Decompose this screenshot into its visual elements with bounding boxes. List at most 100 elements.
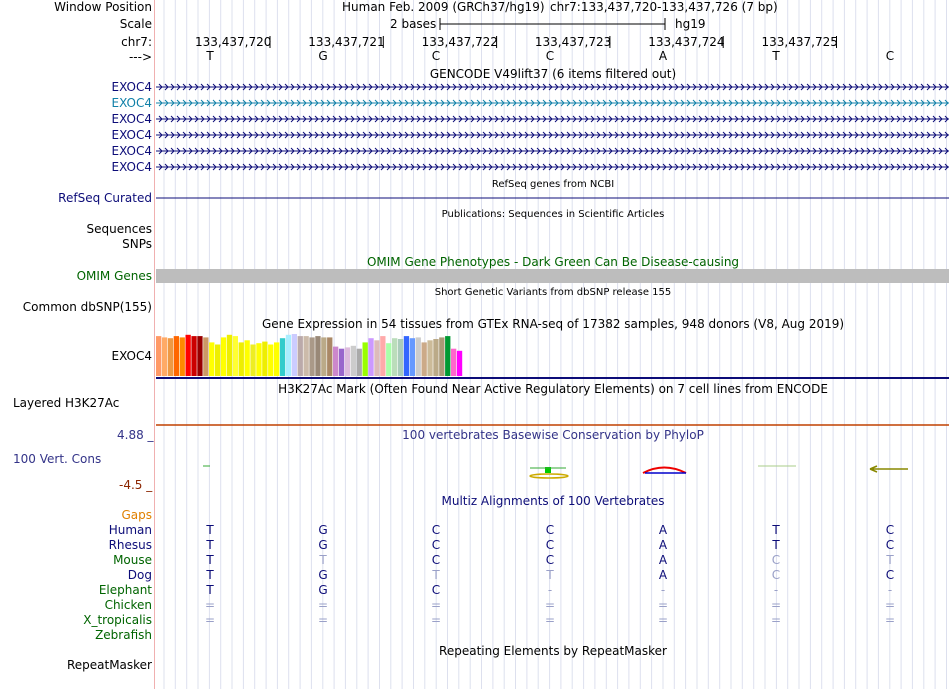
omim-label[interactable]: OMIM Genes	[76, 269, 152, 283]
base-letter: T	[206, 49, 214, 63]
strand-arrows	[158, 147, 949, 155]
repeatmasker-title[interactable]: Repeating Elements by RepeatMasker	[439, 644, 667, 658]
phylop-mark	[869, 465, 908, 473]
alignment-base: T	[206, 583, 214, 597]
snps-label[interactable]: SNPs	[122, 237, 152, 251]
base-letter: C	[885, 49, 895, 63]
gtex-bar	[356, 348, 362, 376]
gtex-bar	[392, 338, 398, 376]
gtex-bar	[421, 342, 427, 376]
gencode-item-label[interactable]: EXOC4	[111, 144, 153, 158]
species-label[interactable]: X_tropicalis	[83, 613, 152, 627]
gtex-bar	[297, 336, 303, 376]
species-label[interactable]: Human	[108, 523, 152, 537]
gtex-title[interactable]: Gene Expression in 54 tissues from GTEx …	[261, 317, 845, 331]
strand-arrows	[158, 131, 949, 139]
dbsnp-title[interactable]: Short Genetic Variants from dbSNP releas…	[434, 287, 672, 298]
sequences-label[interactable]: Sequences	[86, 222, 152, 236]
species-label[interactable]: Mouse	[113, 553, 152, 567]
phylop-label[interactable]: 100 Vert. Cons	[13, 452, 102, 466]
alignment-base: C	[431, 538, 441, 552]
gtex-bar	[256, 343, 262, 376]
species-label[interactable]: Rhesus	[108, 538, 152, 552]
alignment-base: T	[319, 553, 327, 567]
alignment-base: T	[206, 523, 214, 537]
h3k27ac-label[interactable]: Layered H3K27Ac	[13, 396, 120, 410]
alignment-base: -	[547, 583, 553, 597]
gtex-bar	[415, 337, 421, 376]
alignment-base: A	[658, 523, 668, 537]
publications-title[interactable]: Publications: Sequences in Scientific Ar…	[441, 209, 665, 220]
omim-bar	[156, 269, 949, 283]
gtex-bar	[362, 342, 368, 376]
alignment-base: -	[660, 583, 666, 597]
gtex-bar	[220, 337, 227, 376]
coordinate-label: 133,437,723	[534, 35, 612, 49]
h3k27ac-title[interactable]: H3K27Ac Mark (Often Found Near Active Re…	[278, 382, 828, 396]
gtex-bar	[403, 336, 410, 376]
gencode-item-label[interactable]: EXOC4	[111, 112, 153, 126]
alignment-base: =	[204, 613, 216, 627]
window-position-label: Window Position	[54, 0, 152, 14]
alignment-base: C	[545, 523, 555, 537]
gtex-bar	[268, 344, 274, 376]
refseq-title[interactable]: RefSeq genes from NCBI	[491, 179, 615, 190]
alignment-base: T	[206, 553, 214, 567]
species-label[interactable]: Dog	[127, 568, 152, 582]
gencode-title[interactable]: GENCODE V49lift37 (6 items filtered out)	[429, 67, 677, 81]
gtex-bar	[173, 336, 179, 376]
gtex-bar	[445, 336, 451, 376]
phylop-mark	[545, 467, 551, 473]
species-label[interactable]: Chicken	[104, 598, 152, 612]
species-label[interactable]: Elephant	[98, 583, 152, 597]
gencode-item-label[interactable]: EXOC4	[111, 80, 153, 94]
gtex-bar	[244, 340, 250, 376]
strand-arrows	[158, 163, 949, 171]
alignment-base: =	[770, 598, 782, 612]
gtex-bar	[250, 344, 256, 376]
alignment-base: C	[431, 523, 441, 537]
phylop-mark	[529, 473, 569, 479]
alignment-base: C	[545, 538, 555, 552]
gtex-bar	[303, 336, 309, 376]
alignment-base: G	[318, 538, 328, 552]
gencode-item-label[interactable]: EXOC4	[111, 160, 153, 174]
phylop-title[interactable]: 100 vertebrates Basewise Conservation by…	[402, 428, 704, 442]
coordinate-label: 133,437,722	[421, 35, 498, 49]
scale-text: 2 bases	[390, 17, 437, 31]
alignment-base: T	[206, 568, 214, 582]
alignment-base: T	[886, 553, 894, 567]
species-label[interactable]: Zebrafish	[95, 628, 152, 642]
gtex-bar	[179, 337, 185, 376]
gencode-item-label[interactable]: EXOC4	[111, 128, 153, 142]
gtex-bar	[374, 340, 380, 376]
gtex-bar	[191, 336, 197, 376]
dbsnp-label[interactable]: Common dbSNP(155)	[22, 300, 152, 314]
gtex-bar	[315, 336, 321, 376]
gtex-bar	[333, 346, 339, 376]
gtex-bar	[285, 334, 292, 376]
gencode-item-label[interactable]: EXOC4	[111, 96, 153, 110]
gtex-label[interactable]: EXOC4	[111, 349, 153, 363]
gtex-bar	[232, 336, 238, 376]
gtex-bar	[185, 334, 191, 376]
gtex-bar	[274, 342, 280, 376]
phylop-max-label: 4.88 _	[117, 428, 154, 442]
alignment-base: =	[657, 598, 669, 612]
repeatmasker-label[interactable]: RepeatMasker	[66, 658, 152, 672]
refseq-label[interactable]: RefSeq Curated	[58, 191, 152, 205]
alignment-base: T	[772, 538, 780, 552]
scale-db: hg19	[675, 17, 706, 31]
position-text[interactable]: chr7:133,437,720-133,437,726 (7 bp)	[550, 0, 778, 14]
omim-title[interactable]: OMIM Gene Phenotypes - Dark Green Can Be…	[366, 255, 740, 269]
base-letter: C	[431, 49, 441, 63]
alignment-base: =	[430, 598, 442, 612]
gtex-bar	[262, 341, 268, 376]
coordinate-label: 133,437,724	[648, 35, 725, 49]
gtex-bar	[161, 337, 168, 376]
coordinate-label: 133,437,721	[308, 35, 385, 49]
gtex-bar	[338, 348, 345, 376]
alignment-base: =	[317, 613, 329, 627]
multiz-title[interactable]: Multiz Alignments of 100 Vertebrates	[441, 494, 665, 508]
gtex-bar	[397, 339, 404, 376]
